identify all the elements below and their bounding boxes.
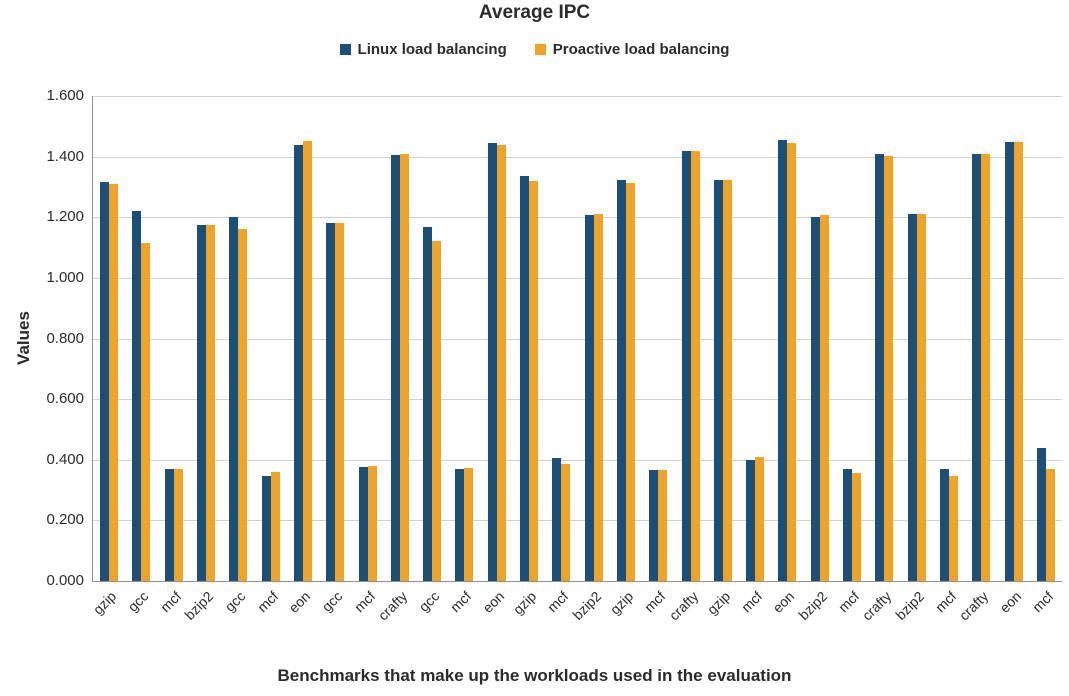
bar-linux-load-balancing	[520, 176, 529, 581]
bar-linux-load-balancing	[552, 458, 562, 581]
bar-proactive-load-balancing	[755, 457, 765, 581]
bar-linux-load-balancing	[875, 154, 885, 581]
y-tick-label: 1.600	[46, 87, 84, 104]
bar-linux-load-balancing	[616, 180, 626, 581]
bar-proactive-load-balancing	[916, 214, 926, 581]
bar-proactive-load-balancing	[432, 241, 442, 581]
bar-linux-load-balancing	[455, 469, 465, 581]
bar-proactive-load-balancing	[981, 154, 991, 581]
bar-linux-load-balancing	[810, 217, 820, 581]
bar-linux-load-balancing	[358, 467, 368, 581]
bar-proactive-load-balancing	[852, 473, 861, 581]
bar-proactive-load-balancing	[819, 215, 829, 581]
gridline	[93, 217, 1062, 219]
gridline	[93, 338, 1062, 340]
bar-proactive-load-balancing	[561, 464, 571, 581]
bar-proactive-load-balancing	[625, 183, 635, 581]
y-tick-label: 0.600	[46, 390, 84, 408]
bar-linux-load-balancing	[132, 211, 142, 581]
bar-linux-load-balancing	[778, 140, 788, 581]
bar-proactive-load-balancing	[593, 214, 603, 581]
y-tick-label: 1.000	[46, 268, 84, 286]
x-axis-title: Benchmarks that make up the workloads us…	[277, 666, 792, 685]
bar-linux-load-balancing	[649, 470, 659, 581]
y-tick-label: 0.000	[46, 572, 84, 589]
bar-linux-load-balancing	[390, 155, 400, 581]
bar-linux-load-balancing	[584, 215, 594, 581]
gridline	[93, 96, 1062, 97]
bar-linux-load-balancing	[1004, 142, 1014, 581]
bar-proactive-load-balancing	[109, 184, 119, 581]
bar-linux-load-balancing	[487, 143, 497, 581]
bar-linux-load-balancing	[713, 180, 723, 581]
chart-title: Average IPC	[478, 2, 591, 23]
y-tick-label: 1.200	[46, 208, 84, 226]
bar-proactive-load-balancing	[464, 468, 474, 581]
bar-proactive-load-balancing	[238, 229, 248, 581]
bar-proactive-load-balancing	[722, 180, 732, 581]
legend: Linux load balancing Proactive load balan…	[0, 41, 1069, 58]
bar-proactive-load-balancing	[206, 225, 215, 581]
gridline	[93, 277, 1062, 279]
bar-linux-load-balancing	[939, 469, 949, 581]
legend-item: Linux load balancing	[339, 41, 507, 58]
legend-swatch-icon	[339, 44, 351, 55]
bar-proactive-load-balancing	[270, 472, 280, 581]
legend-item: Proactive load balancing	[534, 41, 730, 58]
gridline	[93, 156, 1062, 158]
bar-linux-load-balancing	[972, 154, 982, 581]
y-tick-label: 0.800	[46, 329, 84, 347]
bar-proactive-load-balancing	[173, 469, 183, 581]
gridline	[93, 399, 1062, 401]
bar-linux-load-balancing	[843, 469, 852, 581]
bar-linux-load-balancing	[261, 476, 271, 581]
bar-proactive-load-balancing	[1013, 142, 1023, 581]
bar-linux-load-balancing	[681, 151, 691, 581]
bar-linux-load-balancing	[423, 227, 433, 581]
bar-proactive-load-balancing	[367, 466, 377, 581]
bar-linux-load-balancing	[164, 469, 174, 581]
bar-proactive-load-balancing	[496, 145, 506, 581]
bar-linux-load-balancing	[907, 214, 917, 581]
bar-linux-load-balancing	[326, 223, 336, 581]
bar-linux-load-balancing	[293, 145, 303, 581]
bar-proactive-load-balancing	[658, 470, 668, 581]
bar-proactive-load-balancing	[141, 243, 151, 581]
bar-proactive-load-balancing	[399, 154, 409, 581]
legend-label: Proactive load balancing	[552, 41, 730, 58]
bar-proactive-load-balancing	[302, 141, 312, 581]
plot-area	[92, 96, 1062, 582]
bar-linux-load-balancing	[100, 182, 110, 581]
bar-proactive-load-balancing	[690, 151, 700, 581]
bar-proactive-load-balancing	[884, 156, 894, 581]
bar-proactive-load-balancing	[787, 143, 797, 581]
legend-label: Linux load balancing	[357, 41, 507, 58]
bar-proactive-load-balancing	[1045, 469, 1055, 581]
y-tick-label: 0.400	[46, 450, 84, 468]
bar-proactive-load-balancing	[335, 223, 345, 581]
y-tick-label: 0.200	[46, 511, 84, 529]
bar-proactive-load-balancing	[948, 476, 958, 581]
y-tick-label: 1.400	[46, 147, 84, 165]
bar-linux-load-balancing	[197, 225, 206, 581]
legend-swatch-icon	[534, 44, 546, 55]
gridline	[93, 459, 1062, 461]
bar-linux-load-balancing	[229, 217, 239, 581]
bar-linux-load-balancing	[746, 460, 756, 581]
bar-linux-load-balancing	[1036, 448, 1046, 581]
bar-proactive-load-balancing	[529, 181, 538, 581]
gridline	[93, 520, 1062, 522]
